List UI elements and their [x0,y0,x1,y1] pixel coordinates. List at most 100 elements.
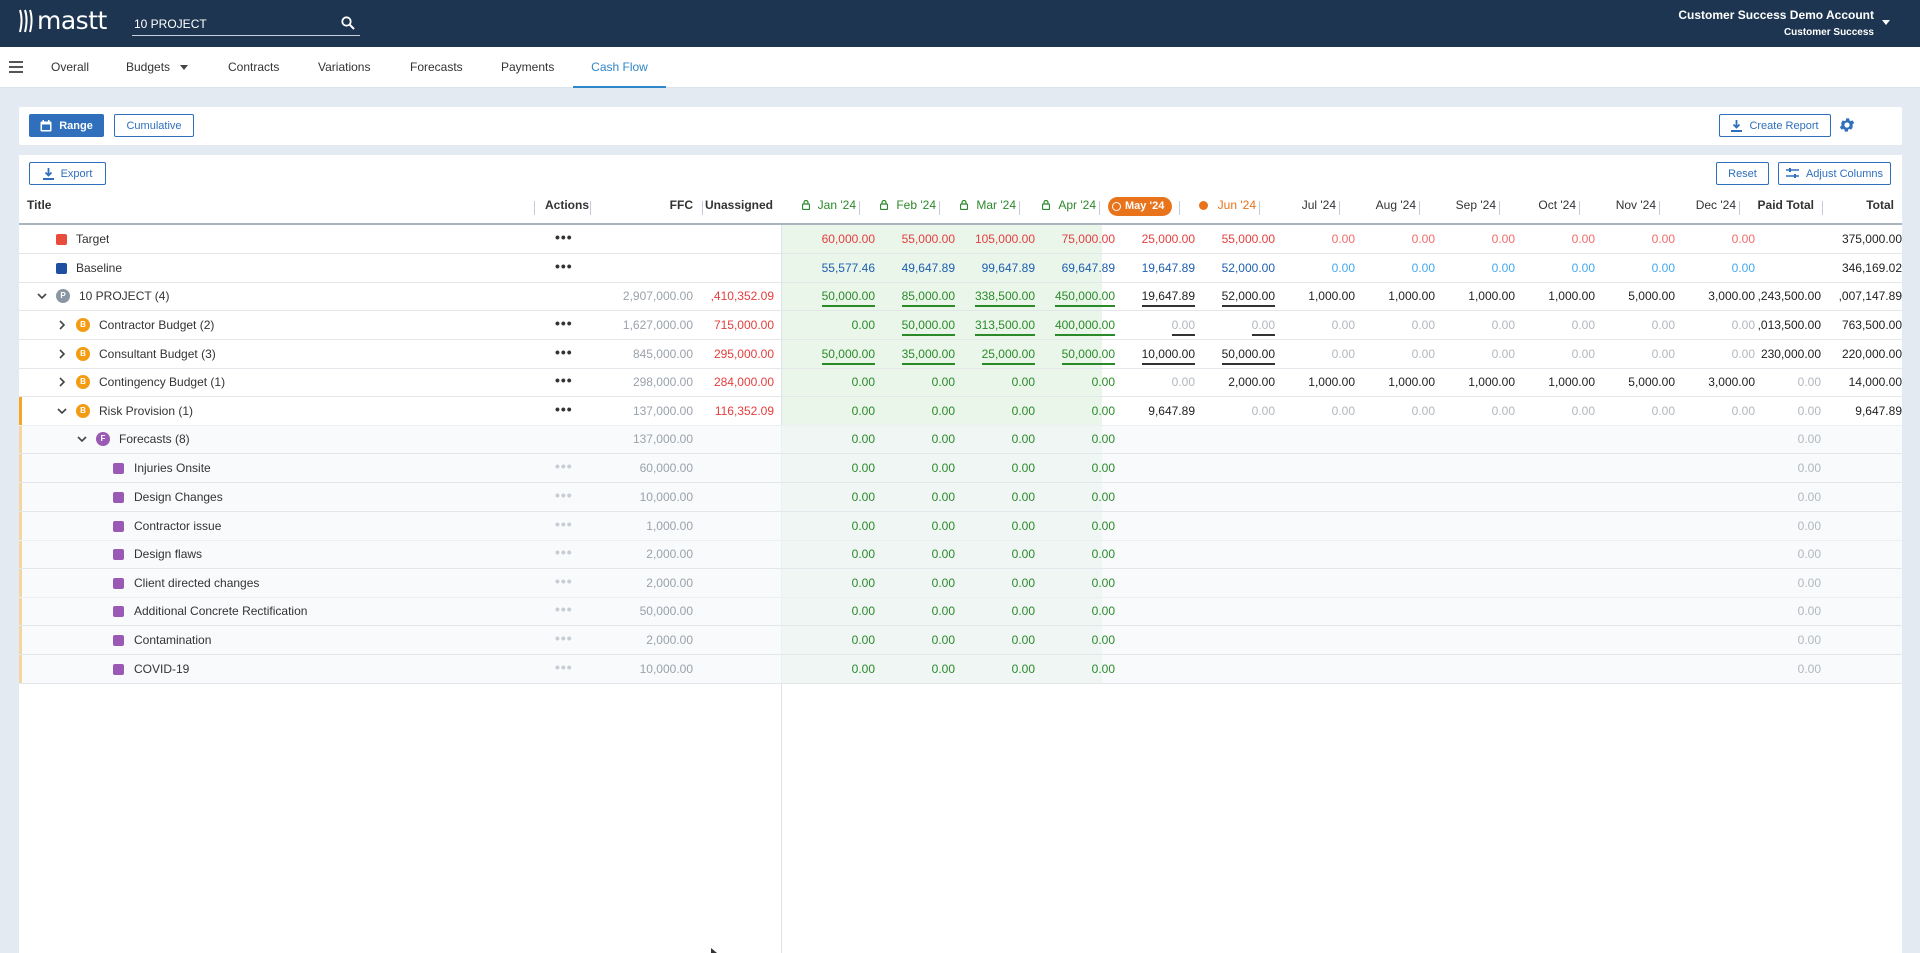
chevron-right-icon[interactable] [56,376,68,388]
month-value[interactable]: 0.00 [1251,404,1275,418]
column-header-total[interactable]: Total [1866,198,1894,212]
month-value[interactable]: 0.00 [851,633,875,647]
month-value[interactable]: 0.00 [851,490,875,504]
column-header-month[interactable]: Dec '24 [1695,198,1736,212]
month-value[interactable]: 0.00 [1011,662,1035,676]
month-value[interactable]: 0.00 [931,404,955,418]
row-title[interactable]: Design Changes [134,490,223,504]
table-row[interactable]: Target ••• 60,000.00 55,000.00 105,000.00 75,… [19,225,1902,254]
month-value[interactable] [1115,454,1195,483]
month-value[interactable]: 0.00 [1091,519,1115,533]
more-actions-icon[interactable]: ••• [555,315,573,331]
month-value[interactable]: 400,000.00 [1035,311,1115,340]
settings-gear-icon[interactable] [1838,116,1856,134]
more-actions-icon[interactable]: ••• [555,630,573,646]
month-value[interactable]: 0.00 [1011,519,1035,533]
table-row[interactable]: Additional Concrete Rectification ••• 50,0… [19,597,1902,626]
row-title[interactable]: Forecasts (8) [119,432,190,446]
month-value[interactable] [1115,655,1195,684]
column-divider[interactable] [1822,201,1823,215]
month-value[interactable]: 0.00 [931,662,955,676]
search-icon[interactable] [340,15,356,31]
month-value[interactable]: 0.00 [851,662,875,676]
month-value[interactable]: 0.00 [931,547,955,561]
tab-forecasts[interactable]: Forecasts [410,60,463,74]
month-value[interactable]: 0.00 [1011,604,1035,618]
month-value[interactable] [1195,425,1275,454]
column-divider[interactable] [1179,201,1180,215]
month-value[interactable] [1195,454,1275,483]
column-header-actions[interactable]: Actions [545,198,590,212]
table-row[interactable]: Injuries Onsite ••• 60,000.00 0.00 0.00 0.00 0… [19,454,1902,483]
more-actions-icon[interactable]: ••• [555,659,573,675]
month-value[interactable]: 0.00 [1091,375,1115,389]
month-value[interactable]: 0.00 [931,490,955,504]
month-value[interactable]: 0.00 [1171,375,1195,389]
month-value[interactable]: 0.00 [851,604,875,618]
month-value[interactable]: 0.00 [931,375,955,389]
column-header-ffc[interactable]: FFC [669,198,693,212]
column-header-month[interactable]: Jul '24 [1301,198,1336,212]
create-report-button[interactable]: Create Report [1719,114,1831,137]
column-header-month[interactable]: Aug '24 [1375,198,1416,212]
more-actions-icon[interactable]: ••• [555,601,573,617]
column-divider[interactable] [1339,201,1340,215]
month-value[interactable] [1115,569,1195,598]
column-divider[interactable] [1419,201,1420,215]
month-value[interactable]: 0.00 [851,519,875,533]
month-value[interactable]: 0.00 [1091,404,1115,418]
month-value[interactable]: 0.00 [931,432,955,446]
month-value[interactable]: 0.00 [1091,461,1115,475]
more-actions-icon[interactable]: ••• [555,401,573,417]
month-value[interactable]: 0.00 [851,404,875,418]
table-row[interactable]: Client directed changes ••• 2,000.00 0.00 0.… [19,569,1902,598]
chevron-down-icon[interactable] [36,290,48,302]
column-header-current-month[interactable]: May '24 [1108,197,1172,216]
month-value[interactable]: 50,000.00 [1195,340,1275,369]
month-value[interactable]: 52,000.00 [1195,282,1275,311]
month-value[interactable]: 10,000.00 [1115,340,1195,369]
row-title[interactable]: Risk Provision (1) [99,404,194,418]
month-value[interactable]: 50,000.00 [1035,340,1115,369]
month-value[interactable] [1115,540,1195,569]
chevron-down-icon[interactable] [76,433,88,445]
month-value[interactable] [1195,512,1275,541]
row-title[interactable]: Baseline [76,261,123,275]
menu-icon[interactable] [9,61,23,73]
month-value[interactable]: 0.00 [1091,547,1115,561]
column-header-paid-total[interactable]: Paid Total [1757,198,1814,212]
table-row[interactable]: COVID-19 ••• 10,000.00 0.00 0.00 0.00 0.00 0.00 [19,655,1902,684]
table-row[interactable]: B Contractor Budget (2) ••• 1,627,000.00 715… [19,311,1902,340]
column-divider[interactable] [1659,201,1660,215]
column-header-month[interactable]: Jan '24 [782,198,856,225]
month-value[interactable] [1195,483,1275,512]
month-value[interactable]: 0.00 [1091,604,1115,618]
row-title[interactable]: Design flaws [134,547,203,561]
month-value[interactable]: 0.00 [1011,461,1035,475]
row-title[interactable]: Contingency Budget (1) [99,375,226,389]
column-divider[interactable] [859,201,860,215]
more-actions-icon[interactable]: ••• [555,458,573,474]
month-value[interactable] [1115,626,1195,655]
more-actions-icon[interactable]: ••• [555,573,573,589]
row-title[interactable]: Target [76,232,110,246]
column-divider[interactable] [1579,201,1580,215]
reset-button[interactable]: Reset [1716,162,1769,185]
table-row[interactable]: P 10 PROJECT (4) 2,907,000.00 ,410,352.09 50… [19,282,1902,311]
month-value[interactable]: 0.00 [851,576,875,590]
tab-cash-flow[interactable]: Cash Flow [573,47,666,88]
month-value[interactable]: 338,500.00 [955,282,1035,311]
adjust-columns-button[interactable]: Adjust Columns [1778,162,1891,185]
cumulative-button[interactable]: Cumulative [114,114,194,137]
row-title[interactable]: Additional Concrete Rectification [134,604,308,618]
month-value[interactable]: 50,000.00 [795,340,875,369]
chevron-right-icon[interactable] [56,348,68,360]
month-value[interactable]: 0.00 [1011,633,1035,647]
month-value[interactable] [1195,597,1275,626]
table-row[interactable]: B Consultant Budget (3) ••• 845,000.00 295,0… [19,340,1902,369]
month-value[interactable]: 0.00 [851,318,875,332]
month-value[interactable]: 25,000.00 [955,340,1035,369]
table-row[interactable]: Contractor issue ••• 1,000.00 0.00 0.00 0.00 0… [19,512,1902,541]
column-header-month[interactable]: Jun '24 [1182,198,1256,225]
month-value[interactable]: 0.00 [851,461,875,475]
